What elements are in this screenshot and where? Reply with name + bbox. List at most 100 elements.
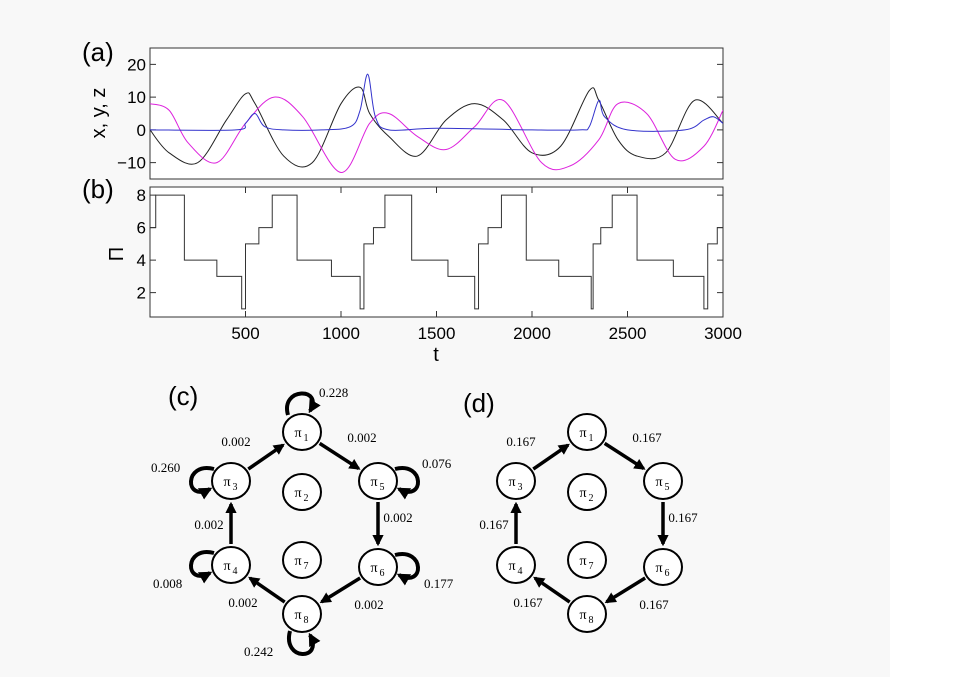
panel-c-node-subscript: 5 [380,482,385,493]
panel-c-node-circle [282,413,322,451]
panel-d-edge-arrow [604,576,647,604]
panel-b-xtick-label: 1500 [418,324,456,343]
panel-b-series [150,194,723,310]
panel-c-self-loop [189,549,215,584]
panel-d-edge-label: 0.167 [632,430,662,445]
figure: (a) x, y, z −10 0 10 20 (b) Π 2 4 6 8 500 1000 15… [82,37,742,659]
panel-d-node-circle [496,462,536,500]
panel-d-node-subscript: 8 [589,615,594,626]
panel-c-edge-arrow [248,576,286,604]
panel-b-xtick-label: 500 [231,324,259,343]
panel-c-node-label: π [294,608,301,623]
panel-d-diagram: π 1π 2π 3π 4π 5π 6π 7π 80.167 0.1670.1670.1670.16… [479,413,698,633]
panel-d-node-label: π [579,486,586,501]
panel-c-node-label: π [223,475,230,490]
panel-d-edge-label: 0.167 [513,595,543,610]
panel-d-node-label: π [508,475,515,490]
panel-c-edge-label: 0.002 [383,510,412,525]
panel-b-ytick-label: 2 [137,284,146,303]
panel-c-edge-arrow [318,441,361,471]
panel-c-node-label: π [294,486,301,501]
panel-c-node-circle [358,462,398,500]
panel-a-series-line-0 [150,86,723,168]
panel-d-node-subscript: 1 [589,433,594,444]
panel-b-xtick-label: 2500 [609,324,647,343]
panel-c-node-label: π [294,426,301,441]
panel-c-self-loop-label: 0.076 [422,456,452,471]
panel-d-edge-arrow [603,441,646,471]
panel-d-node-circle [567,473,607,511]
panel-d-node-subscript: 3 [518,482,523,493]
panel-c-edge-label: 0.002 [194,517,223,532]
panel-b-ytick-label: 4 [137,251,146,270]
panel-b-xtick-label: 3000 [704,324,742,343]
panel-d-edge-arrow [532,443,570,471]
panel-c-edge-label: 0.002 [347,430,376,445]
panel-d-node-circle [567,413,607,451]
panel-d-edge-label: 0.167 [479,517,509,532]
panel-c-node-circle [282,595,322,633]
panel-c-node-subscript: 2 [304,493,309,504]
panel-d-edge-label: 0.167 [639,597,669,612]
panel-d-node-label: π [579,608,586,623]
panel-c-node-label: π [294,554,301,569]
panel-d-label: (d) [463,388,495,418]
panel-d-edge-arrow [533,576,571,604]
panel-c-edge-arrow [319,576,362,604]
panel-d-node-subscript: 6 [665,568,670,579]
panel-c-diagram: π 1π 2π 3π 4π 5π 6π 7π 80.002 0.0020.0020.0020.00… [151,385,454,659]
panel-c-self-loop-label: 0.242 [244,644,273,659]
panel-c-edge-label: 0.002 [228,595,257,610]
panel-c-self-loop-label: 0.008 [153,576,182,591]
panel-c-self-loop [286,630,321,656]
panel-b-xlabel: t [433,344,439,366]
panel-a-label: (a) [82,37,114,67]
panel-b-xtick-label: 2000 [513,324,551,343]
panel-a-ytick-label: 10 [127,88,146,107]
panel-d-node-subscript: 2 [589,493,594,504]
panel-c-node-subscript: 3 [233,482,238,493]
panel-c-self-loop-label: 0.260 [151,460,180,475]
panel-b-series-line-0 [150,194,723,310]
panel-c-node-label: π [370,561,377,576]
panel-a-series [150,73,723,173]
panel-c-label: (c) [168,381,198,411]
panel-c-node-subscript: 6 [380,568,385,579]
panel-d-node-label: π [579,426,586,441]
panel-c-edge-label: 0.002 [354,597,383,612]
panel-c-self-loop [394,551,420,586]
panel-c-self-loop [285,391,321,416]
panel-c-self-loop-label: 0.177 [424,576,454,591]
panel-c-self-loop [394,465,420,500]
panel-c-self-loop-label: 0.228 [319,385,348,400]
panel-c-node-label: π [370,475,377,490]
panel-c-node-circle [282,541,322,579]
panel-a-ytick-label: 20 [127,55,146,74]
panel-d-node-subscript: 7 [589,561,594,572]
panel-d-node-subscript: 5 [665,482,670,493]
panel-b-ytick-label: 8 [137,186,146,205]
panel-a-ytick-label: −10 [117,154,146,173]
panel-b-label: (b) [82,174,114,204]
panel-d-node-circle [643,548,683,586]
panel-b-xtick-label: 1000 [322,324,360,343]
panel-c-node-subscript: 7 [304,561,309,572]
panel-a-series-line-2 [150,73,723,132]
panel-d-node-label: π [655,475,662,490]
panel-b-ytick-label: 6 [137,219,146,238]
panel-d-edge-label: 0.167 [506,434,536,449]
panel-d-node-circle [567,541,607,579]
panel-c-node-label: π [223,559,230,574]
panel-c-node-circle [358,548,398,586]
panel-a-ytick-label: 0 [137,121,146,140]
panel-c-node-circle [282,473,322,511]
panel-d-node-circle [567,595,607,633]
panel-a-series-line-1 [150,96,723,173]
panel-b-ylabel: Π [106,247,128,261]
panel-d-node-circle [643,462,683,500]
panel-d-node-label: π [655,561,662,576]
panel-c-node-subscript: 8 [304,615,309,626]
panel-b-axes: 2 4 6 8 500 1000 1500 2000 2500 3000 [137,186,742,343]
panel-a-ylabel: x, y, z [88,88,110,139]
